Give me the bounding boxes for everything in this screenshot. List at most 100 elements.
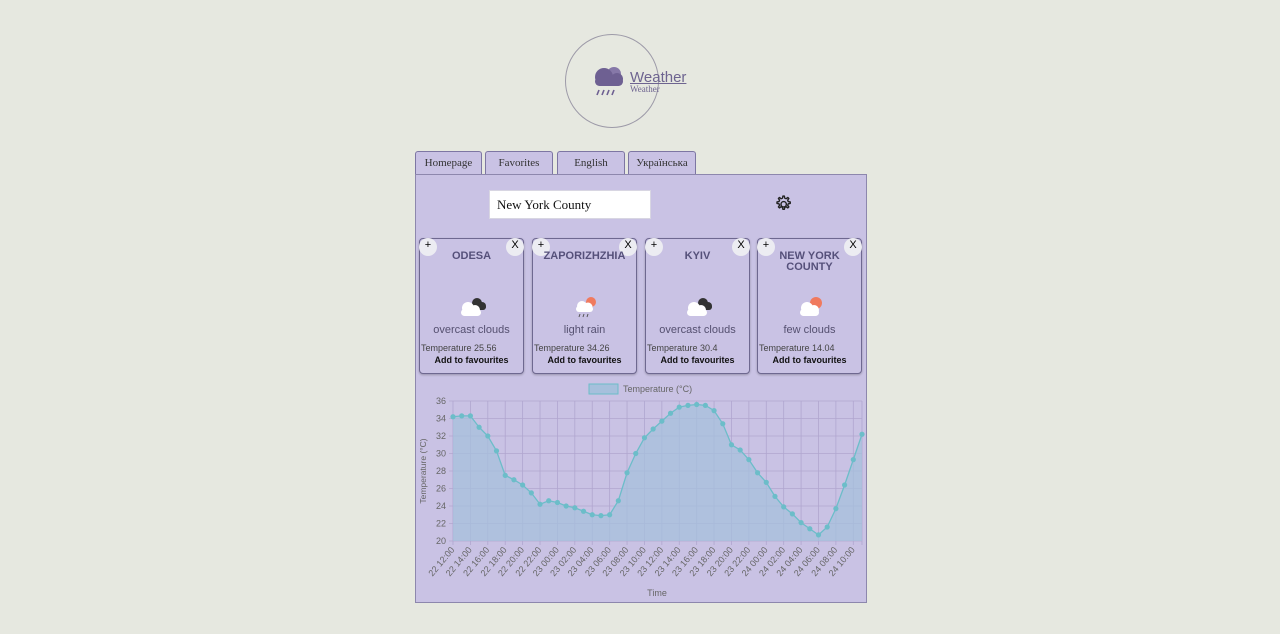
y-tick-label: 20 <box>436 536 446 546</box>
few-clouds-icon <box>800 297 822 316</box>
y-tick-label: 22 <box>436 519 446 529</box>
data-point <box>833 506 839 512</box>
remove-card-button[interactable]: X <box>732 238 750 256</box>
data-point <box>763 479 769 485</box>
tab-english[interactable]: English <box>557 151 625 174</box>
legend-label: Temperature (°C) <box>623 384 692 394</box>
expand-button[interactable]: + <box>419 238 437 256</box>
app-logo: Weather Weather <box>565 34 686 128</box>
y-tick-label: 28 <box>436 466 446 476</box>
data-point <box>850 457 856 463</box>
weather-description: light rain <box>563 324 606 336</box>
data-point <box>798 520 804 526</box>
y-axis-title: Temperature (°C) <box>418 438 428 503</box>
city-card-zaporizhzhia: + X ZAPORIZHZHIA light rain Temperature … <box>532 238 637 374</box>
data-point <box>667 410 674 416</box>
data-point <box>493 448 500 454</box>
expand-button[interactable]: + <box>757 238 775 256</box>
temperature-text: Temperature 25.56 <box>421 343 497 353</box>
data-point <box>789 511 795 517</box>
city-search-input[interactable] <box>489 190 651 219</box>
tab-favorites[interactable]: Favorites <box>485 151 553 174</box>
data-point <box>633 450 639 457</box>
remove-card-button[interactable]: X <box>844 238 862 256</box>
add-to-favourites-button[interactable]: Add to favourites <box>547 355 622 365</box>
data-point <box>467 413 473 419</box>
tab-homepage[interactable]: Homepage <box>415 151 482 174</box>
city-name: KYIV <box>684 250 711 262</box>
y-tick-label: 36 <box>436 396 446 406</box>
expand-button[interactable]: + <box>645 238 663 256</box>
weather-description: overcast clouds <box>659 324 736 336</box>
data-point <box>685 402 691 408</box>
data-point <box>737 447 743 453</box>
data-point <box>659 418 665 424</box>
data-point <box>598 513 604 519</box>
y-tick-label: 30 <box>436 449 446 459</box>
data-point <box>511 477 517 483</box>
data-point <box>607 512 613 518</box>
data-point <box>450 414 456 420</box>
data-point <box>502 472 508 478</box>
x-axis-title: Time <box>647 588 667 598</box>
data-point <box>615 498 621 504</box>
data-point <box>676 404 682 410</box>
data-point <box>459 413 465 419</box>
legend-swatch <box>588 383 619 395</box>
gear-icon[interactable] <box>773 194 793 214</box>
logo-subtitle: Weather <box>630 84 660 94</box>
data-point <box>641 435 648 441</box>
data-point <box>859 431 865 437</box>
remove-card-button[interactable]: X <box>506 238 524 256</box>
data-point <box>580 508 587 514</box>
data-point <box>711 408 717 414</box>
data-point <box>772 493 778 499</box>
data-point <box>485 433 491 439</box>
temperature-text: Temperature 34.26 <box>534 343 610 353</box>
city-name: ZAPORIZHZHIA <box>543 250 626 262</box>
logo-title: Weather <box>630 69 687 86</box>
data-point <box>476 424 482 430</box>
data-point <box>728 442 735 448</box>
city-card-new-york-county: + X NEW YORK COUNTY few clouds Temperatu… <box>757 238 862 374</box>
data-point <box>754 470 761 476</box>
data-point <box>815 532 822 538</box>
city-name: ODESA <box>451 250 492 262</box>
temperature-text: Temperature 14.04 <box>759 343 835 353</box>
weather-description: few clouds <box>783 324 836 336</box>
remove-card-button[interactable]: X <box>619 238 637 256</box>
overcast-clouds-icon <box>461 298 486 316</box>
cloud-rain-logo-icon <box>595 67 623 96</box>
data-point <box>694 401 700 408</box>
data-point <box>702 402 708 408</box>
add-to-favourites-button[interactable]: Add to favourites <box>434 355 509 365</box>
data-point <box>572 505 578 511</box>
add-to-favourites-button[interactable]: Add to favourites <box>772 355 847 365</box>
city-card-kyiv: + X KYIV overcast clouds Temperature 30.… <box>645 238 750 374</box>
y-tick-label: 34 <box>436 414 446 424</box>
y-tick-label: 26 <box>436 484 446 494</box>
data-point <box>781 504 787 510</box>
temperature-area <box>453 404 862 541</box>
data-point <box>720 421 726 427</box>
data-point <box>824 524 830 530</box>
data-point <box>624 470 630 476</box>
overcast-clouds-icon <box>687 298 712 316</box>
add-to-favourites-button[interactable]: Add to favourites <box>660 355 735 365</box>
data-point <box>537 501 543 507</box>
data-point <box>650 426 656 432</box>
expand-button[interactable]: + <box>532 238 550 256</box>
tab-ukrainian[interactable]: Українська <box>628 151 696 174</box>
main-panel: + X ODESA overcast clouds Temperature 25… <box>415 174 867 603</box>
data-point <box>589 512 595 518</box>
city-name: NEW YORK COUNTY <box>779 250 840 273</box>
data-point <box>546 498 552 504</box>
data-point <box>528 490 534 496</box>
light-rain-icon <box>576 297 596 318</box>
data-point <box>807 526 813 532</box>
y-tick-label: 24 <box>436 501 446 511</box>
data-point <box>554 499 561 506</box>
data-point <box>563 503 569 509</box>
temperature-text: Temperature 30.4 <box>647 343 718 353</box>
